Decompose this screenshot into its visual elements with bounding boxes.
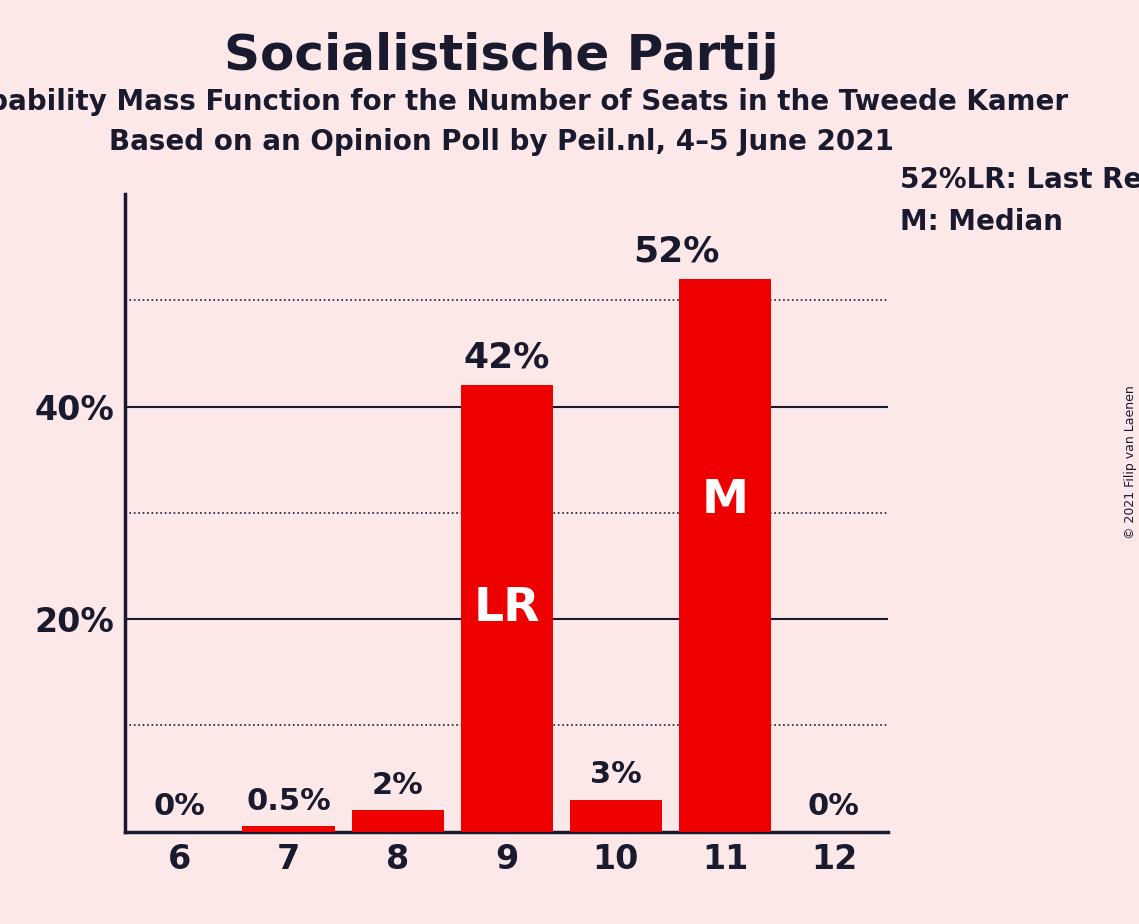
Bar — [679, 279, 771, 832]
Text: LR: LR — [474, 586, 540, 631]
Text: 52%LR: Last Result: 52%LR: Last Result — [900, 166, 1139, 194]
Text: 0%: 0% — [808, 792, 860, 821]
Bar — [352, 810, 444, 832]
Text: © 2021 Filip van Laenen: © 2021 Filip van Laenen — [1124, 385, 1137, 539]
Text: 2%: 2% — [372, 771, 424, 800]
Bar — [243, 826, 335, 832]
Text: M: M — [702, 478, 748, 523]
Bar — [570, 800, 662, 832]
Text: 0.5%: 0.5% — [246, 786, 331, 816]
Text: Probability Mass Function for the Number of Seats in the Tweede Kamer: Probability Mass Function for the Number… — [0, 88, 1067, 116]
Text: 3%: 3% — [590, 760, 641, 789]
Text: M: Median: M: Median — [900, 208, 1063, 236]
Text: 42%: 42% — [464, 341, 550, 375]
Text: Socialistische Partij: Socialistische Partij — [223, 32, 779, 80]
Text: 52%: 52% — [633, 235, 720, 268]
Text: 0%: 0% — [154, 792, 206, 821]
Bar — [460, 385, 554, 832]
Text: Based on an Opinion Poll by Peil.nl, 4–5 June 2021: Based on an Opinion Poll by Peil.nl, 4–5… — [108, 128, 894, 155]
